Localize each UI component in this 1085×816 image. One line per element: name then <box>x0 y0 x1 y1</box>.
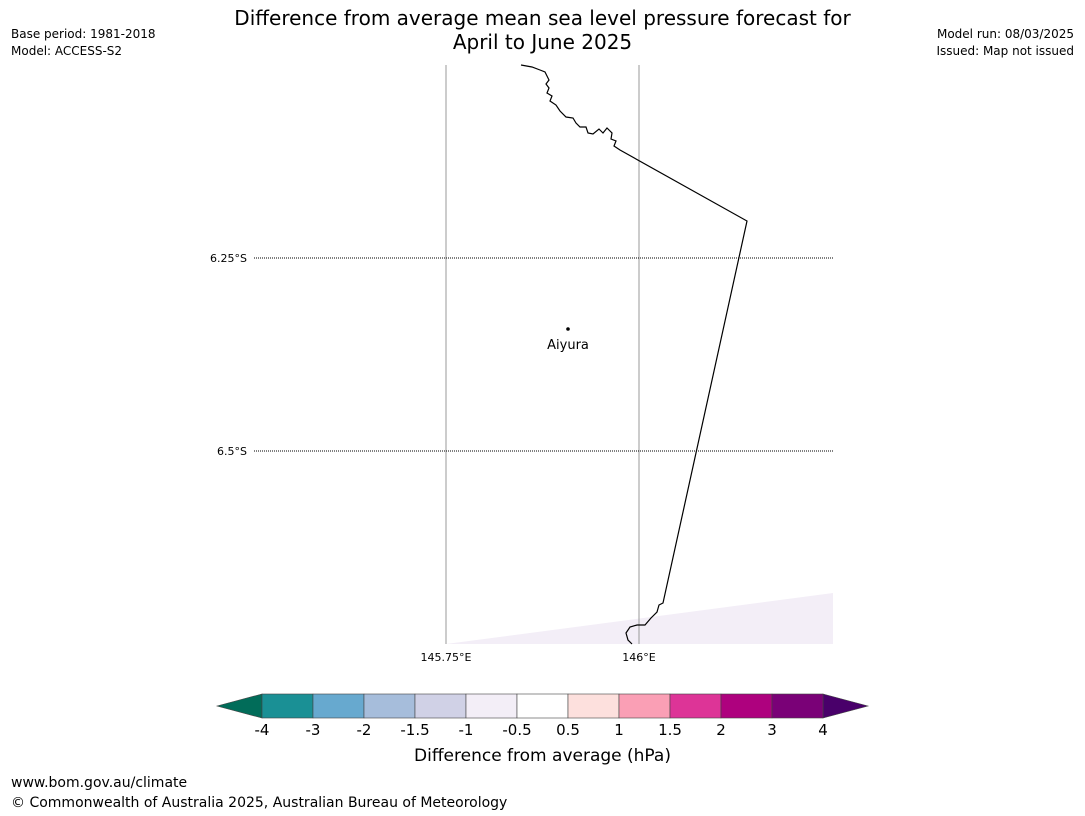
colorbar-tick-label: -2 <box>357 721 372 739</box>
colorbar-tick-label: 1.5 <box>658 721 682 739</box>
colorbar-tick-label: -0.5 <box>502 721 531 739</box>
colorbar-segment <box>771 693 824 719</box>
lat-label-6-25: 6.25°S <box>210 252 247 265</box>
colorbar-label: Difference from average (hPa) <box>414 746 671 766</box>
colorbar: -4 -3 -2 -1.5 -1 -0.5 0.5 1 1.5 2 3 4 <box>215 693 870 739</box>
lon-label-146: 146°E <box>622 651 655 664</box>
colorbar-tick-label: 2 <box>716 721 726 739</box>
lat-label-6-5: 6.5°S <box>217 445 247 458</box>
colorbar-tick-label: 1 <box>614 721 624 739</box>
colorbar-segment <box>312 693 365 719</box>
colorbar-tick-label: 4 <box>818 721 828 739</box>
metadata-right: Model run: 08/03/2025 Issued: Map not is… <box>936 26 1074 60</box>
colorbar-tick-label: -4 <box>255 721 270 739</box>
colorbar-over-arrow <box>822 693 870 719</box>
colorbar-tick-label: -3 <box>306 721 321 739</box>
title-line-1: Difference from average mean sea level p… <box>234 6 851 30</box>
issued-status: Issued: Map not issued <box>936 44 1074 58</box>
colorbar-segment <box>465 693 518 719</box>
model-name: Model: ACCESS-S2 <box>11 44 123 58</box>
colorbar-segment <box>669 693 722 719</box>
title-line-2: April to June 2025 <box>452 30 633 54</box>
aiyura-label: Aiyura <box>547 338 589 353</box>
colorbar-tick-label: -1.5 <box>400 721 429 739</box>
colorbar-segment <box>567 693 620 719</box>
footer-copyright: © Commonwealth of Australia 2025, Austra… <box>11 795 508 811</box>
coastline-boundary <box>520 64 748 645</box>
lon-label-145-75: 145.75°E <box>421 651 472 664</box>
aiyura-marker <box>566 327 570 331</box>
colorbar-segment <box>720 693 773 719</box>
colorbar-segment <box>414 693 467 719</box>
map-title: Difference from average mean sea level p… <box>0 6 1085 54</box>
colorbar-segment <box>618 693 671 719</box>
metadata-left: Base period: 1981-2018 Model: ACCESS-S2 <box>11 26 156 60</box>
colorbar-under-arrow <box>215 693 263 719</box>
colorbar-tick-label: 0.5 <box>556 721 580 739</box>
colorbar-segment <box>363 693 416 719</box>
footer-url[interactable]: www.bom.gov.au/climate <box>11 775 188 791</box>
colorbar-segment <box>261 693 314 719</box>
colorbar-tick-label: 3 <box>767 721 777 739</box>
model-run: Model run: 08/03/2025 <box>936 27 1074 41</box>
colorbar-tick-label: -1 <box>459 721 474 739</box>
base-period: Base period: 1981-2018 <box>11 27 156 41</box>
colorbar-segment <box>516 693 569 719</box>
